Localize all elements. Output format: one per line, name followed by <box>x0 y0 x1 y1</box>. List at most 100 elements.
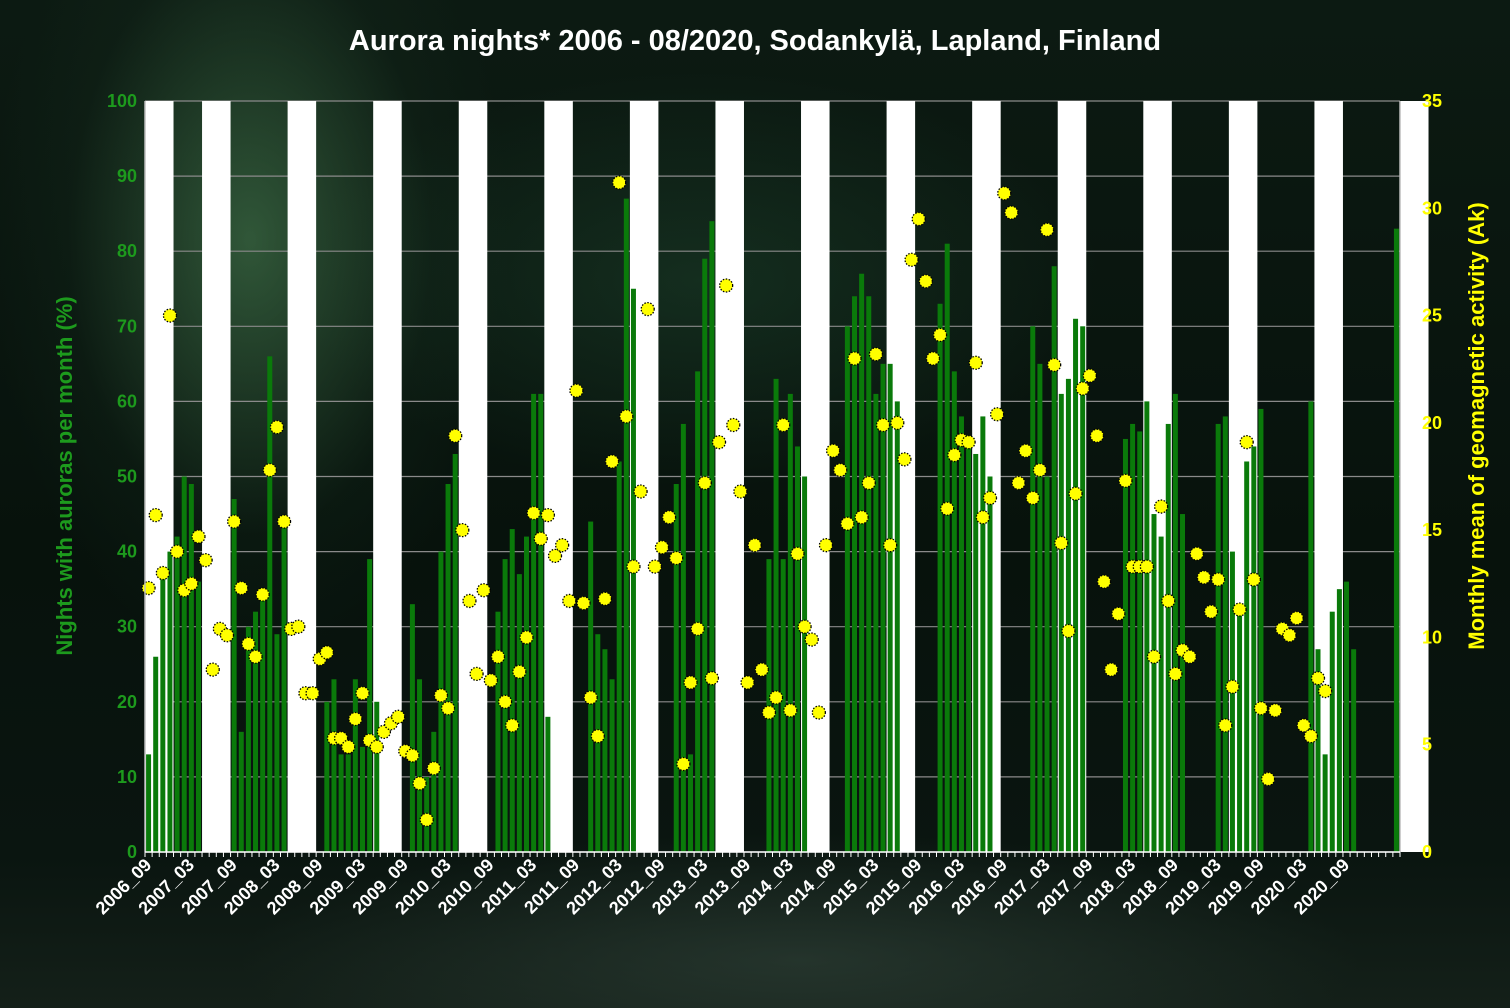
dot-53 <box>519 630 534 645</box>
dot-135 <box>1104 662 1119 677</box>
bar-118 <box>987 476 993 852</box>
bar-77 <box>695 371 701 852</box>
bar-169 <box>1351 649 1357 852</box>
x-ticks: 2006_092007_032007_092008_032008_092009_… <box>92 855 1354 919</box>
bar-54 <box>531 393 537 852</box>
dot-83 <box>733 484 748 499</box>
dot-62 <box>583 690 598 705</box>
bar-113 <box>951 371 957 852</box>
dot-15 <box>248 649 263 664</box>
dot-21 <box>291 619 306 634</box>
bar-51 <box>509 529 515 852</box>
dot-106 <box>897 452 912 467</box>
dot-27 <box>333 731 349 746</box>
bar-26 <box>331 679 337 852</box>
dot-102 <box>868 347 884 362</box>
bar-1 <box>153 656 159 852</box>
bar-43 <box>452 453 458 852</box>
bar-7 <box>195 581 201 852</box>
dot-131 <box>1075 381 1090 396</box>
dot-4 <box>169 544 185 559</box>
right-y-tick-label-0: 0 <box>1422 842 1432 862</box>
bar-166 <box>1329 611 1335 852</box>
bar-130 <box>1073 318 1079 852</box>
dot-162 <box>1296 718 1311 733</box>
dot-47 <box>476 583 491 598</box>
dot-97 <box>833 462 848 478</box>
right-y-axis-label: Monthly mean of geomagnetic activity (Ak… <box>1464 202 1489 649</box>
bar-28 <box>345 754 351 852</box>
dot-32 <box>369 739 384 755</box>
axes <box>144 101 1401 857</box>
dot-3 <box>162 308 178 323</box>
dot-50 <box>497 694 513 709</box>
bar-156 <box>1258 408 1264 852</box>
left-y-tick-label-3: 30 <box>117 617 137 637</box>
dot-65 <box>604 454 620 469</box>
summer-gap-15 <box>1400 101 1429 852</box>
dot-90 <box>783 703 798 718</box>
dot-41 <box>433 688 449 703</box>
dot-18 <box>269 419 285 435</box>
bar-92 <box>802 476 808 852</box>
right-y-tick-label-6: 30 <box>1422 198 1442 218</box>
bar-89 <box>780 559 786 852</box>
right-y-tick-label-1: 5 <box>1422 735 1432 755</box>
dot-164 <box>1310 671 1326 686</box>
bar-series <box>146 198 1399 853</box>
bar-153 <box>1237 611 1243 852</box>
dot-94 <box>811 705 826 720</box>
bar-90 <box>787 393 793 852</box>
bar-78 <box>702 258 708 853</box>
dot-33 <box>376 724 392 739</box>
dot-140 <box>1139 559 1155 574</box>
bar-117 <box>980 416 986 852</box>
bar-151 <box>1222 416 1228 852</box>
bar-131 <box>1080 326 1086 852</box>
left-y-ticks: 0 10 20 30 40 50 60 70 80 90 100 <box>107 91 137 862</box>
bar-0 <box>146 754 152 852</box>
left-y-tick-label-2: 20 <box>117 692 137 712</box>
dot-122 <box>1011 475 1026 491</box>
summer-gap-2 <box>287 101 317 852</box>
bar-31 <box>367 559 373 852</box>
dot-14 <box>241 636 256 652</box>
right-y-tick-label-7: 35 <box>1422 91 1442 111</box>
dot-series <box>141 175 1333 827</box>
dot-39 <box>419 812 434 827</box>
bar-17 <box>267 356 273 852</box>
dot-78 <box>697 475 712 491</box>
bar-125 <box>1037 363 1043 852</box>
dot-76 <box>683 675 698 690</box>
dot-52 <box>512 664 527 679</box>
bar-56 <box>545 716 551 852</box>
left-y-tick-label-0: 0 <box>127 842 137 862</box>
bar-155 <box>1251 446 1257 852</box>
dot-66 <box>612 175 627 190</box>
dot-141 <box>1146 649 1162 664</box>
bar-127 <box>1051 266 1057 853</box>
dot-137 <box>1118 473 1133 488</box>
dot-151 <box>1218 718 1233 733</box>
bar-99 <box>852 296 857 852</box>
dot-115 <box>961 435 976 450</box>
dot-109 <box>918 274 933 289</box>
dot-45 <box>462 593 477 609</box>
dot-112 <box>940 501 955 516</box>
dot-37 <box>405 748 420 763</box>
dot-150 <box>1211 572 1226 587</box>
bar-124 <box>1030 326 1036 852</box>
bar-37 <box>409 604 415 852</box>
bar-98 <box>844 326 850 852</box>
left-y-tick-label-7: 70 <box>117 316 137 336</box>
dot-8 <box>198 553 213 568</box>
dot-142 <box>1153 499 1169 514</box>
dot-133 <box>1089 428 1105 443</box>
dot-126 <box>1039 222 1055 237</box>
bar-53 <box>523 536 529 852</box>
dot-43 <box>448 428 463 443</box>
dot-98 <box>840 516 855 531</box>
bar-14 <box>245 626 251 852</box>
